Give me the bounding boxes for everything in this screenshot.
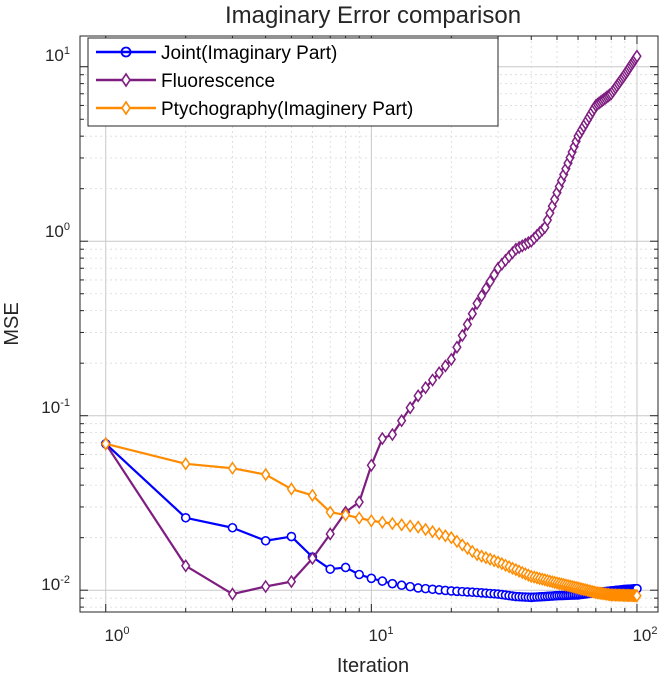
data-point-joint [366,573,377,584]
series-fluorescence [101,49,642,601]
data-point-joint [260,535,271,546]
data-point-fluorescence [476,289,487,303]
legend-item-ptychography: Ptychography(Imaginery Part) [96,99,413,120]
data-point-ptychography [467,544,478,559]
data-point-joint [227,522,238,533]
data-point-ptychography [377,515,388,530]
legend: Joint(Imaginary Part) Fluorescence Ptych… [87,37,499,127]
data-point-fluorescence [260,579,271,594]
data-point-fluorescence [227,587,238,601]
data-point-fluorescence [632,49,642,63]
chart-title: Imaginary Error comparison [225,2,521,29]
y-tick-label-10: 101 [45,45,70,65]
data-point-ptychography [420,522,431,537]
y-tick-label-0.01: 10-2 [41,574,70,594]
data-point-fluorescence [481,281,491,296]
data-point-fluorescence [354,495,364,509]
data-point-fluorescence [467,306,478,321]
legend-marker-ptychography [121,100,131,116]
data-point-fluorescence [413,389,423,403]
data-point-fluorescence [452,340,462,355]
data-point-fluorescence [307,551,318,566]
data-point-ptychography [396,518,407,532]
data-point-ptychography [427,524,438,539]
data-point-fluorescence [396,413,407,428]
data-point-fluorescence [325,527,335,541]
x-axis-label: Iteration [337,655,409,677]
legend-marker-fluorescence [121,72,131,88]
plot-frame [79,35,659,613]
data-point-fluorescence [485,274,495,289]
legend-label-ptychography: Ptychography(Imaginery Part) [161,99,413,120]
x-tick-label-1: 100 [104,625,129,645]
data-point-ptychography [325,505,335,519]
series-ptychography [101,437,642,603]
data-point-fluorescence [446,352,457,367]
x-tick-label-10: 101 [368,625,393,645]
data-point-joint [286,531,297,542]
plot-area [80,36,658,612]
data-point-ptychography [440,528,451,543]
data-point-ptychography [405,519,415,533]
data-point-fluorescence [387,427,398,442]
data-point-fluorescence [286,574,297,589]
legend-box [87,37,499,127]
data-point-fluorescence [457,328,468,343]
data-point-fluorescence [462,317,473,332]
data-point-joint [325,564,336,574]
legend-item-joint: Joint(Imaginary Part) [96,43,337,64]
data-point-joint [377,576,388,586]
data-point-ptychography [413,520,423,534]
data-point-ptychography [101,437,111,451]
data-point-fluorescence [366,458,377,473]
data-point-ptychography [462,541,473,556]
data-point-joint [354,569,365,580]
data-point-joint [180,512,191,523]
data-point-fluorescence [377,431,388,446]
data-point-fluorescence [180,558,191,573]
data-point-ptychography [227,461,238,476]
data-point-fluorescence [405,400,415,415]
data-point-ptychography [354,511,364,525]
data-point-ptychography [387,516,398,531]
data-point-joint [405,581,415,592]
data-point-ptychography [434,526,444,541]
legend-label-fluorescence: Fluorescence [161,71,275,92]
data-point-fluorescence [440,359,451,373]
data-point-ptychography [307,488,318,503]
legend-label-joint: Joint(Imaginary Part) [161,43,337,64]
data-point-ptychography [632,588,642,603]
y-tick-label-0.1: 10-1 [41,397,70,417]
data-point-ptychography [180,457,191,471]
data-point-ptychography [260,467,271,482]
legend-marker-joint [120,46,132,58]
data-point-fluorescence [472,296,482,311]
y-axis-label: MSE [1,302,23,345]
data-point-joint [396,580,407,591]
data-point-joint [340,562,351,573]
data-point-ptychography [340,508,351,522]
data-point-fluorescence [420,380,431,395]
series-layer [100,49,642,603]
x-tick-label-100: 102 [632,625,657,645]
data-point-fluorescence [427,373,438,387]
data-point-ptychography [366,513,377,528]
data-point-ptychography [286,482,297,496]
data-point-fluorescence [434,365,444,380]
y-tick-label-1: 100 [45,221,70,241]
legend-item-fluorescence: Fluorescence [96,71,275,92]
data-point-joint [387,578,398,589]
